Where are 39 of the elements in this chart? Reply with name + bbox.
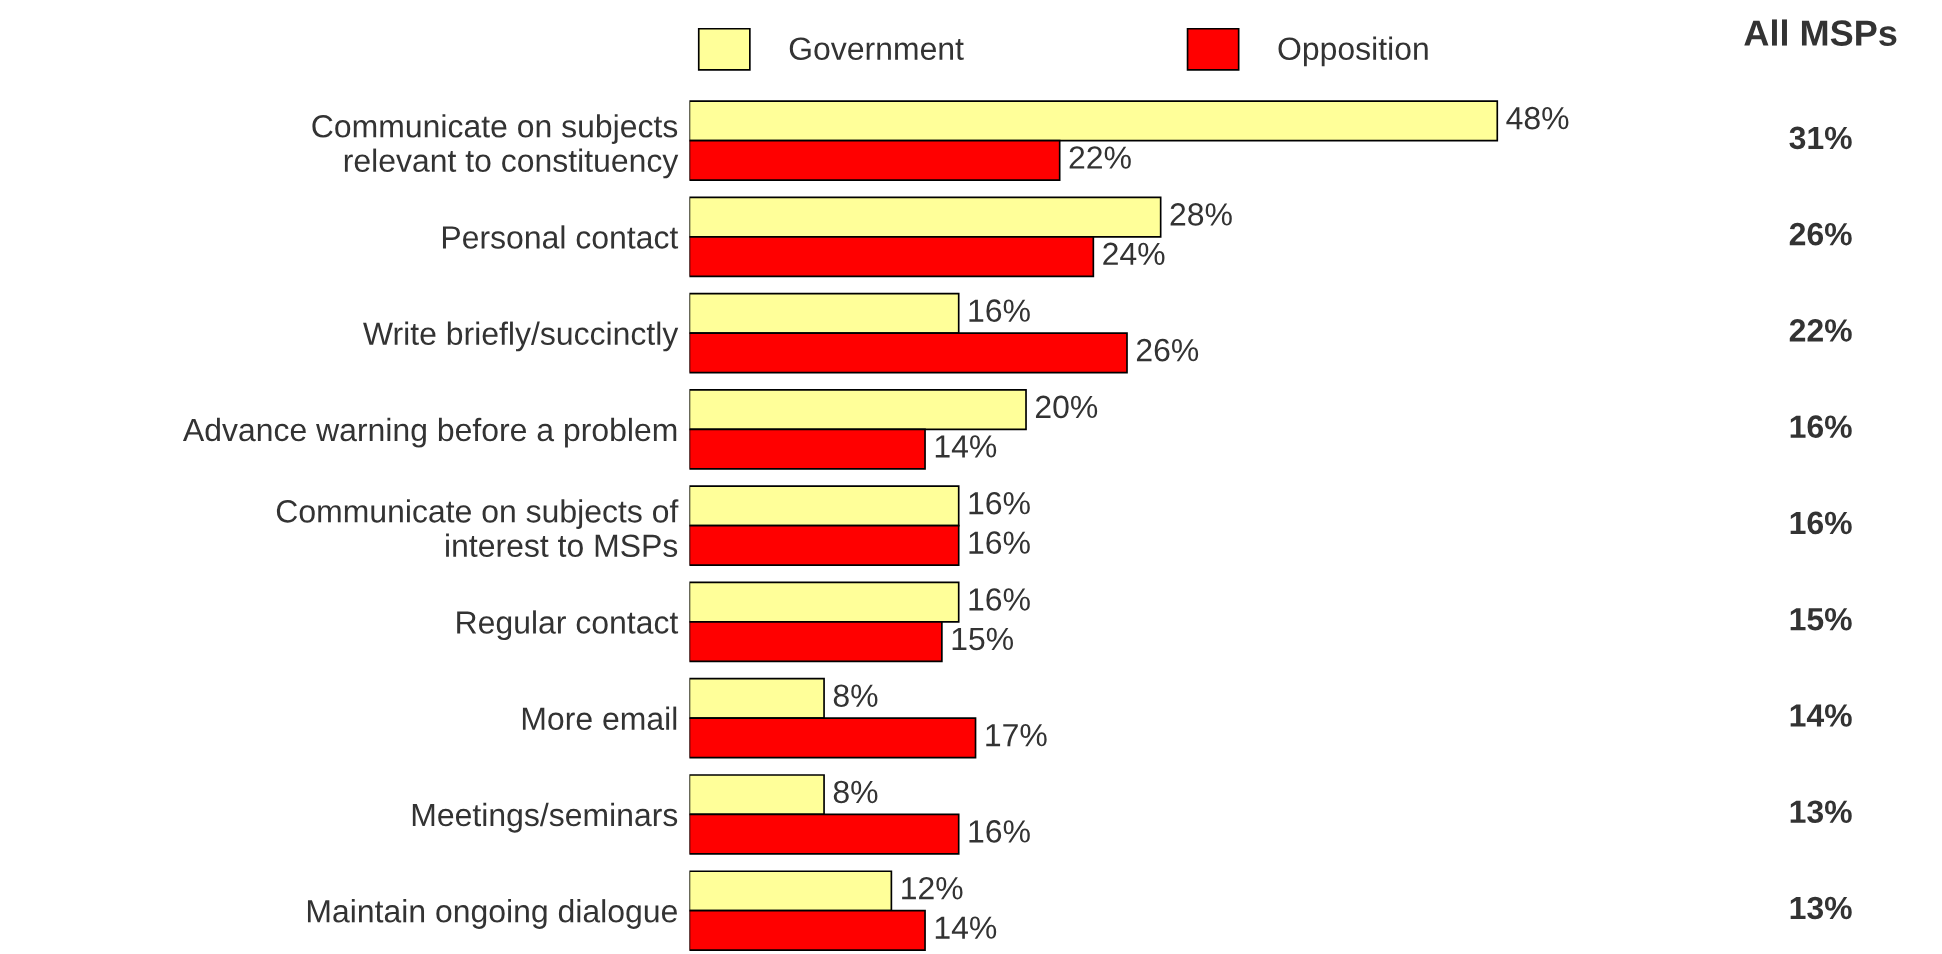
data-label: 16% — [969, 491, 1030, 515]
y-tick-label: Maintain ongoing dialogue — [307, 899, 677, 929]
data-label: 16% — [969, 299, 1030, 322]
y-tick-label: Communicate on subjects relevant to constituency — [312, 114, 679, 179]
data-label: 20% — [1035, 395, 1098, 419]
y-tick-label: Personal contact — [442, 225, 679, 249]
y-tick-label: Communicate on subjects of interest to MSPs — [276, 499, 679, 558]
y-tick-label: Regular contact — [457, 610, 679, 641]
text: 16% — [1790, 511, 1852, 535]
text: 14% — [1790, 704, 1852, 727]
data-label: 8% — [833, 684, 878, 708]
data-label: 14% — [935, 435, 997, 458]
text: 13% — [1790, 896, 1852, 920]
data-label: 48% — [1506, 106, 1569, 130]
y-tick-label: Advance warning before a problem — [182, 417, 677, 448]
text: 16% — [1790, 415, 1852, 438]
data-label: 12% — [902, 876, 963, 900]
data-label: 16% — [969, 820, 1030, 843]
data-label: 22% — [1069, 146, 1131, 169]
text: 26% — [1789, 222, 1852, 246]
text: 13% — [1790, 800, 1852, 824]
text: 15% — [1790, 607, 1852, 631]
data-label: 15% — [952, 627, 1013, 651]
data-label: 16% — [969, 531, 1030, 554]
data-label: 24% — [1103, 242, 1165, 266]
data-label: 8% — [833, 780, 878, 804]
legend-label: Government — [789, 37, 964, 61]
text: 22% — [1789, 319, 1852, 342]
data-label: 14% — [935, 916, 997, 939]
legend-label: Opposition — [1278, 36, 1428, 67]
data-label: 28% — [1170, 203, 1232, 226]
text: 31% — [1789, 126, 1852, 150]
y-tick-label: More email — [522, 706, 677, 731]
data-label: 17% — [986, 724, 1047, 747]
data-label: 26% — [1136, 338, 1199, 362]
data-label: 16% — [969, 588, 1030, 611]
y-tick-label: Meetings/seminars — [412, 802, 678, 833]
text: All MSPs — [1744, 19, 1897, 46]
y-tick-label: Write briefly/succinctly — [363, 321, 679, 352]
